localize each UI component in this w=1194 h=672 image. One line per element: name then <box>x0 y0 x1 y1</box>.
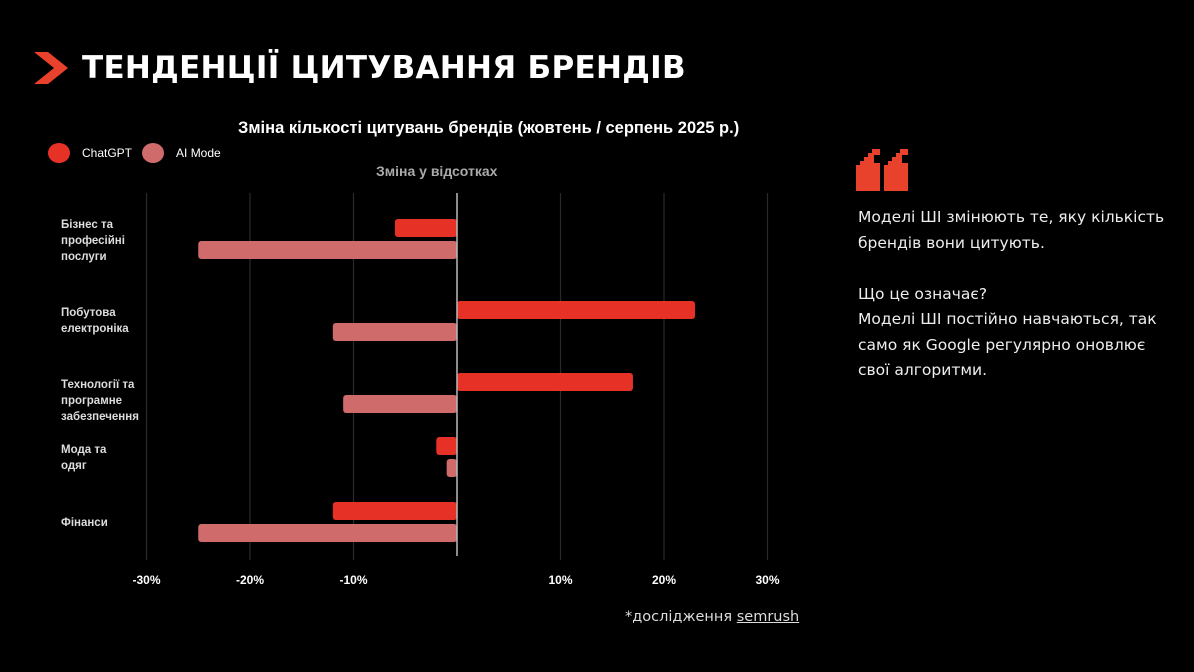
bar-chatgpt <box>332 502 457 520</box>
category-label: професійні <box>61 235 125 247</box>
legend-swatch-chatgpt <box>48 143 70 163</box>
bar-ai-mode <box>332 323 457 341</box>
chart-subtitle: Зміна у відсотках <box>376 163 498 179</box>
legend-label-ai-mode: AI Mode <box>176 146 221 160</box>
x-tick-label: 30% <box>755 573 779 587</box>
category-label: програмне <box>61 395 122 407</box>
legend-label-chatgpt: ChatGPT <box>82 146 133 160</box>
chevron-right-icon <box>34 52 68 84</box>
source-note: *дослідження semrush <box>625 609 799 625</box>
x-tick-label: -20% <box>236 573 264 587</box>
category-label: електроніка <box>61 323 129 335</box>
source-prefix: *дослідження <box>625 609 737 625</box>
bar-chatgpt <box>436 437 457 455</box>
bar-ai-mode <box>198 241 457 259</box>
slide-title: ТЕНДЕНЦІЇ ЦИТУВАННЯ БРЕНДІВ <box>82 50 686 86</box>
category-label: Технології та <box>61 379 135 391</box>
bar-chatgpt <box>457 373 633 391</box>
category-label: Мода та <box>61 444 107 456</box>
bar-ai-mode <box>343 395 457 413</box>
bar-chatgpt <box>457 301 696 319</box>
x-tick-label: -10% <box>339 573 367 587</box>
category-label: Побутова <box>61 307 116 319</box>
source-link[interactable]: semrush <box>736 609 800 625</box>
bar-ai-mode <box>198 524 457 542</box>
category-label: забезпечення <box>61 411 139 423</box>
category-label: одяг <box>61 460 87 472</box>
quote-paragraph-2: Моделі ШІ постійно навчаються, так само … <box>858 310 1157 379</box>
quote-text: Моделі ШІ змінюють те, яку кількість бре… <box>858 205 1178 384</box>
chart-title: Зміна кількості цитувань брендів (жовтен… <box>238 119 740 137</box>
quote-paragraph-1: Моделі ШІ змінюють те, яку кількість бре… <box>858 208 1165 252</box>
category-label: Фінанси <box>61 517 108 529</box>
category-label: Бізнес та <box>61 219 114 231</box>
bar-ai-mode <box>446 459 457 477</box>
x-tick-label: 10% <box>548 573 572 587</box>
legend-swatch-ai-mode <box>142 143 165 163</box>
quote-icon <box>856 149 908 191</box>
bar-chatgpt <box>394 219 457 237</box>
x-tick-label: -30% <box>132 573 160 587</box>
slide-header: ТЕНДЕНЦІЇ ЦИТУВАННЯ БРЕНДІВ <box>34 48 686 88</box>
quote-question: Що це означає? <box>858 284 988 303</box>
x-tick-label: 20% <box>652 573 676 587</box>
chart-legend: ChatGPT AI Mode <box>48 143 231 163</box>
category-label: послуги <box>61 251 107 263</box>
